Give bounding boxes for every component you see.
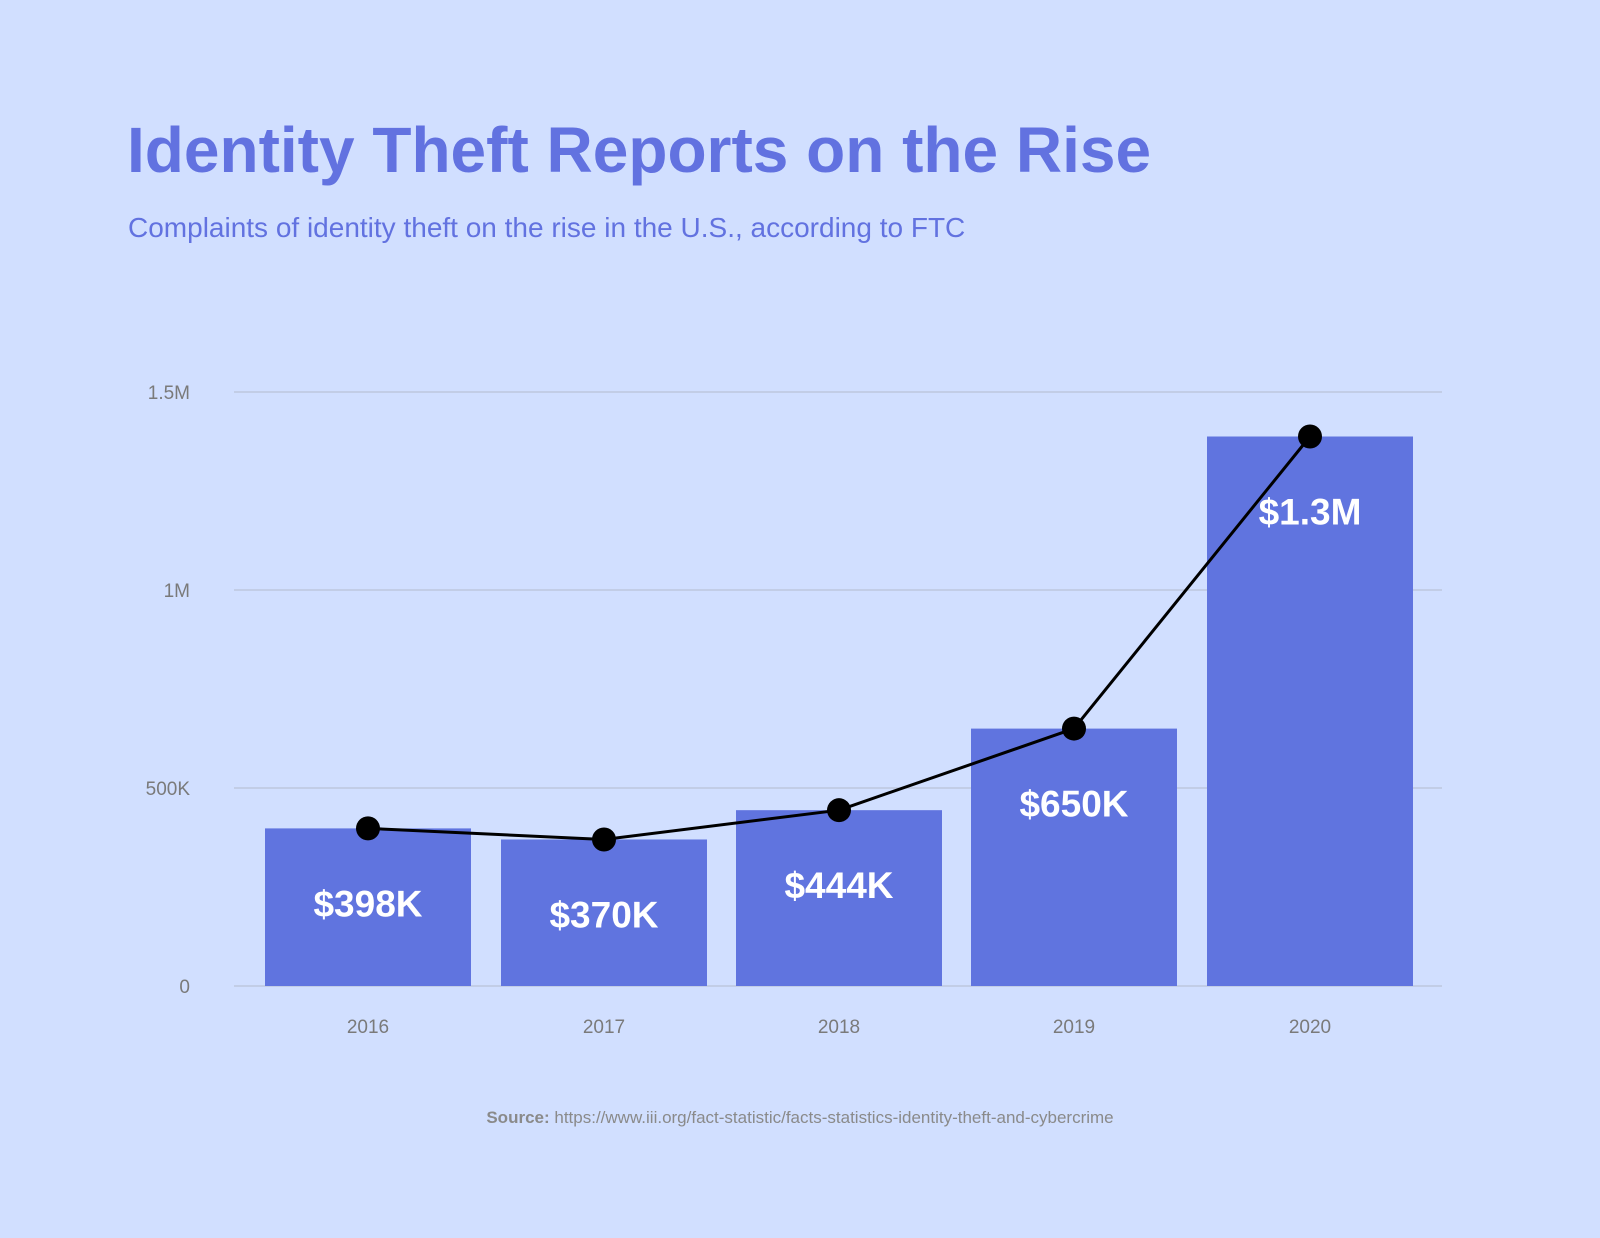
line-point: [827, 798, 851, 823]
y-tick-label: 500K: [146, 779, 191, 800]
bar: [501, 839, 707, 986]
bar: [1207, 436, 1413, 986]
x-tick-label: 2019: [1053, 1017, 1095, 1038]
y-tick-label: 1.5M: [148, 383, 190, 404]
data-label: $444K: [784, 865, 893, 906]
x-tick-label: 2020: [1289, 1017, 1331, 1038]
bar: [265, 828, 471, 986]
chart-subtitle: Complaints of identity theft on the rise…: [128, 212, 966, 243]
y-tick-label: 1M: [164, 581, 190, 602]
line-point: [1062, 716, 1086, 741]
bar: [971, 728, 1177, 986]
data-label: $650K: [1019, 784, 1128, 825]
line-point: [356, 816, 380, 841]
data-label: $370K: [549, 894, 658, 935]
source-note: Source: https://www.iii.org/fact-statist…: [0, 1108, 1600, 1128]
line-point: [1298, 424, 1322, 449]
data-label: $398K: [313, 883, 422, 924]
x-tick-label: 2018: [818, 1017, 860, 1038]
bar: [736, 810, 942, 986]
data-label: $1.3M: [1259, 492, 1362, 533]
x-tick-label: 2016: [347, 1017, 389, 1038]
source-label: Source:: [486, 1108, 550, 1127]
x-tick-label: 2017: [583, 1017, 625, 1038]
source-url: https://www.iii.org/fact-statistic/facts…: [554, 1108, 1114, 1127]
chart-title: Identity Theft Reports on the Rise: [127, 114, 1152, 186]
line-point: [592, 827, 616, 852]
y-tick-label: 0: [179, 977, 190, 998]
